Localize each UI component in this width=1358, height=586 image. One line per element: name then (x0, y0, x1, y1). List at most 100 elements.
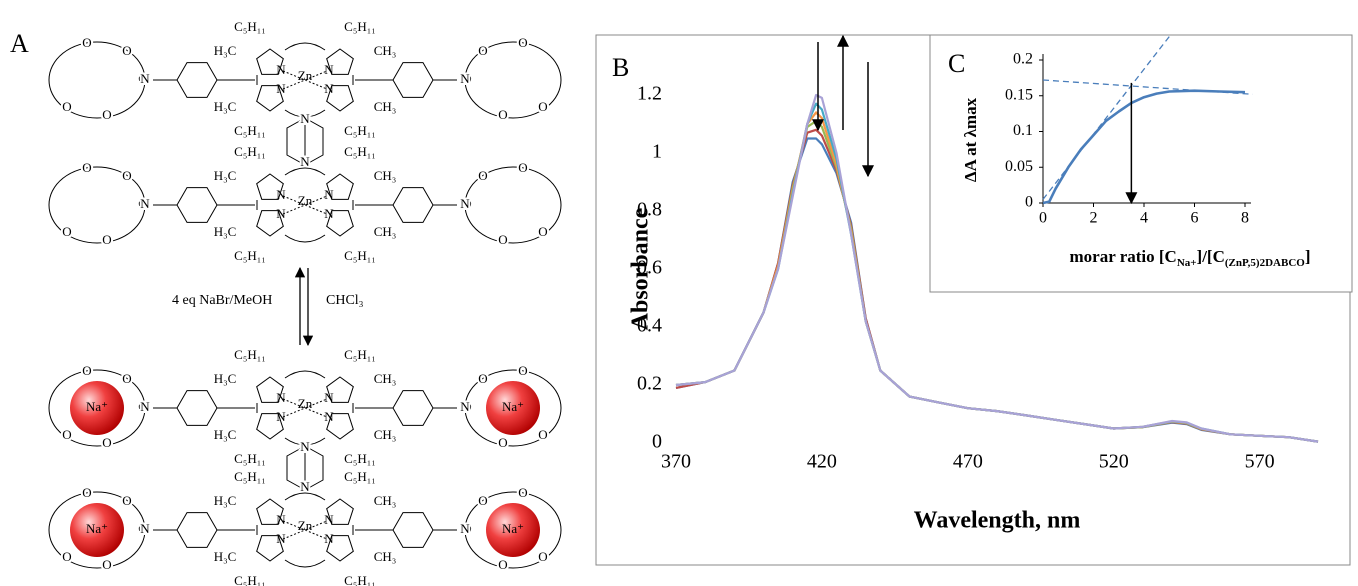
atom-label: C₅H₁₁ (344, 573, 376, 586)
atom-label: C₅H₁₁ (344, 469, 376, 484)
atom-label: O (538, 427, 547, 442)
atom-label: C₅H₁₁ (344, 19, 376, 34)
sodium-ion (70, 381, 124, 435)
atom-label: C₅H₁₁ (234, 19, 266, 34)
atom-label: O (62, 99, 71, 114)
atom-label: O (538, 549, 547, 564)
atom-label: H₃C (214, 168, 237, 183)
phenyl (176, 512, 218, 548)
y-tick-label: 0 (652, 431, 662, 453)
atom-label: O (462, 196, 471, 211)
pyrrole (256, 210, 284, 237)
x-axis-label-part: (ZnP,5)2DABCO (1225, 257, 1305, 269)
series-line (1042, 89, 1246, 205)
atom-label: N (276, 531, 286, 546)
crown-ring (48, 491, 146, 569)
y-axis-label: Absorbance (628, 207, 654, 330)
y-tick-label: 0 (1025, 194, 1033, 211)
pyrrole (256, 48, 284, 75)
atom-label: O (498, 107, 507, 122)
panel-label: A (10, 29, 29, 58)
atom-label: N (324, 531, 334, 546)
x-tick-label: 570 (1245, 451, 1275, 473)
crown-ring (48, 166, 146, 244)
atom-label: N (140, 196, 150, 211)
atom-label: O (518, 35, 527, 50)
atom-label: CH₃ (374, 427, 397, 442)
x-tick-label: 520 (1099, 451, 1129, 473)
atom-label: O (82, 160, 91, 175)
atom-label: H₃C (214, 427, 237, 442)
atom-label: C₅H₁₁ (344, 144, 376, 159)
crown-ring (464, 41, 562, 119)
atom-label: N (276, 206, 286, 221)
crown-ring (48, 41, 146, 119)
atom-label: C₅H₁₁ (234, 144, 266, 159)
atom-label: C₅H₁₁ (234, 451, 266, 466)
pyrrole (256, 413, 284, 440)
atom-label: N (276, 409, 286, 424)
sodium-ion (70, 503, 124, 557)
atom-label: Na⁺ (502, 521, 524, 536)
atom-label: N (300, 154, 310, 169)
atom-label: O (538, 224, 547, 239)
atom-label: O (82, 363, 91, 378)
atom-label: O (102, 232, 111, 247)
atom-label: N (276, 81, 286, 96)
x-tick-label: 8 (1241, 210, 1249, 227)
x-tick-label: 370 (661, 451, 691, 473)
atom-label: N (324, 187, 334, 202)
atom-label: O (138, 521, 147, 536)
atom-label: H₃C (214, 224, 237, 239)
plot-area (1042, 36, 1253, 205)
atom-label: O (82, 35, 91, 50)
atom-label: O (498, 435, 507, 450)
x-axis-label-part: ]/[C (1197, 247, 1225, 266)
atom-label: N (300, 439, 310, 454)
atom-label: O (518, 160, 527, 175)
y-tick-label: 0.15 (1005, 86, 1033, 103)
crown-ring (464, 369, 562, 447)
atom-label: Na⁺ (86, 521, 108, 536)
phenyl (392, 187, 434, 223)
pyrrole (256, 173, 284, 200)
atom-label: N (276, 187, 286, 202)
atom-label: Zn (298, 518, 313, 533)
atom-label: H₃C (214, 43, 237, 58)
atom-label: C₅H₁₁ (344, 347, 376, 362)
atom-label: N (300, 479, 310, 494)
atom-label: N (140, 71, 150, 86)
atom-label: O (462, 399, 471, 414)
x-tick-label: 420 (807, 451, 837, 473)
x-axis-label-part: ] (1305, 247, 1311, 266)
sodium-ion (486, 381, 540, 435)
panel-c-frame (929, 34, 1353, 293)
y-tick-label: 1 (652, 141, 662, 163)
y-tick-label: 0.8 (637, 199, 662, 221)
atom-label: O (138, 71, 147, 86)
pyrrole (256, 498, 284, 525)
atom-label: H₃C (214, 549, 237, 564)
y-tick-label: 0.1 (1013, 122, 1033, 139)
atom-label: O (122, 168, 131, 183)
crown-ring (464, 491, 562, 569)
atom-label: O (498, 557, 507, 572)
atom-label: CH₃ (374, 99, 397, 114)
atom-label: N (324, 390, 334, 405)
atom-label: N (460, 71, 470, 86)
macrocycle (256, 167, 354, 243)
atom-label: O (462, 71, 471, 86)
atom-label: O (498, 232, 507, 247)
atom-label: N (460, 399, 470, 414)
series-line (1042, 79, 1253, 95)
plot-area (675, 93, 1319, 443)
atom-label: N (140, 399, 150, 414)
atom-label: CH₃ (374, 371, 397, 386)
atom-label: O (102, 435, 111, 450)
atom-label: N (324, 81, 334, 96)
phenyl (392, 62, 434, 98)
atom-label: C₅H₁₁ (344, 451, 376, 466)
atom-label: O (478, 493, 487, 508)
